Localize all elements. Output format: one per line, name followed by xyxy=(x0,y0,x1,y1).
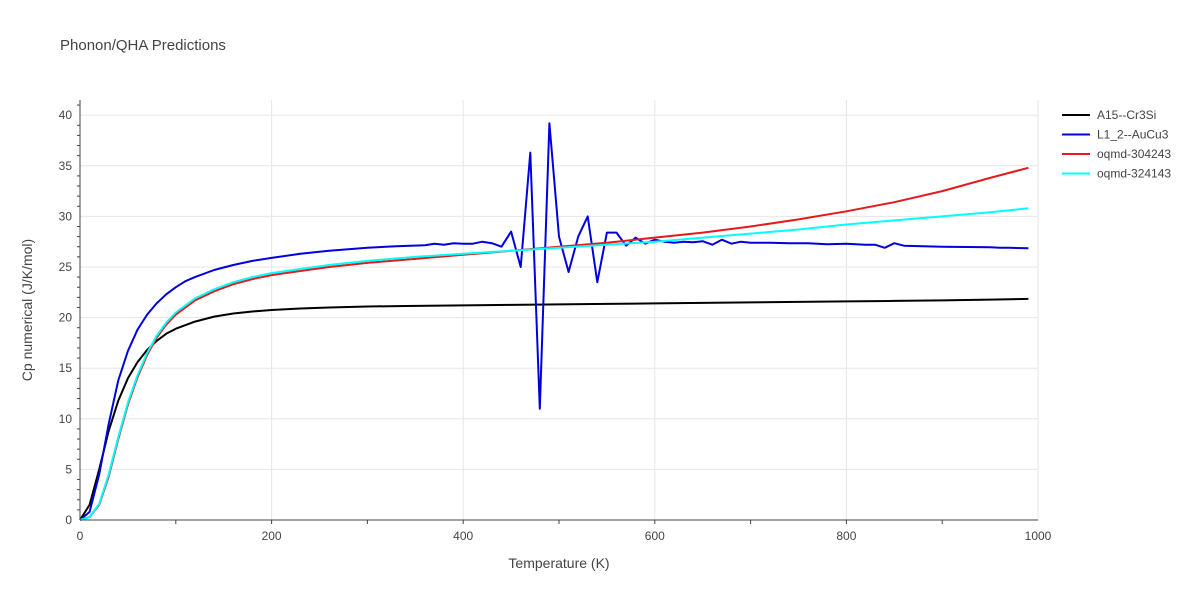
plot-area[interactable] xyxy=(79,122,1029,521)
series-line-a15-cr3si[interactable] xyxy=(79,297,1029,521)
y-tick-label: 25 xyxy=(59,260,73,274)
y-tick-label: 0 xyxy=(65,513,72,527)
y-tick-label: 40 xyxy=(59,108,73,122)
legend-label: A15--Cr3Si xyxy=(1097,108,1156,122)
y-tick-label: 30 xyxy=(59,209,73,223)
y-tick-label: 15 xyxy=(59,361,73,375)
series-line-l1-2-aucu3[interactable] xyxy=(79,122,1029,521)
legend-item-oqmd-324143[interactable]: oqmd-324143 xyxy=(1062,167,1171,181)
legend-item-oqmd-304243[interactable]: oqmd-304243 xyxy=(1062,147,1171,161)
legend-item-l1-2-aucu3[interactable]: L1_2--AuCu3 xyxy=(1062,128,1169,142)
legend-label: oqmd-304243 xyxy=(1097,147,1171,161)
grid xyxy=(80,100,1039,520)
chart-title: Phonon/QHA Predictions xyxy=(60,37,226,54)
x-tick-label: 800 xyxy=(836,529,856,543)
legend-label: oqmd-324143 xyxy=(1097,167,1171,181)
x-tick-label: 200 xyxy=(262,529,282,543)
legend-label: L1_2--AuCu3 xyxy=(1097,128,1169,142)
x-tick-label: 1000 xyxy=(1025,529,1052,543)
y-tick-label: 35 xyxy=(59,159,73,173)
legend[interactable]: A15--Cr3Si L1_2--AuCu3 oqmd-304243 oqmd-324… xyxy=(1062,108,1171,181)
x-tick-label: 600 xyxy=(645,529,665,543)
y-tick-label: 20 xyxy=(59,311,73,325)
x-tick-label: 0 xyxy=(77,529,84,543)
y-axis-title: Cp numerical (J/K/mol) xyxy=(19,239,35,381)
axes: 0 200 400 600 800 1000 0 5 10 15 20 25 30 35 40 xyxy=(59,100,1052,543)
y-tick-label: 10 xyxy=(59,412,73,426)
y-tick-label: 5 xyxy=(65,462,72,476)
x-tick-label: 400 xyxy=(453,529,473,543)
legend-item-a15-cr3si[interactable]: A15--Cr3Si xyxy=(1062,108,1156,122)
series-line-oqmd-324143[interactable] xyxy=(79,207,1029,521)
x-axis-title: Temperature (K) xyxy=(508,555,609,571)
